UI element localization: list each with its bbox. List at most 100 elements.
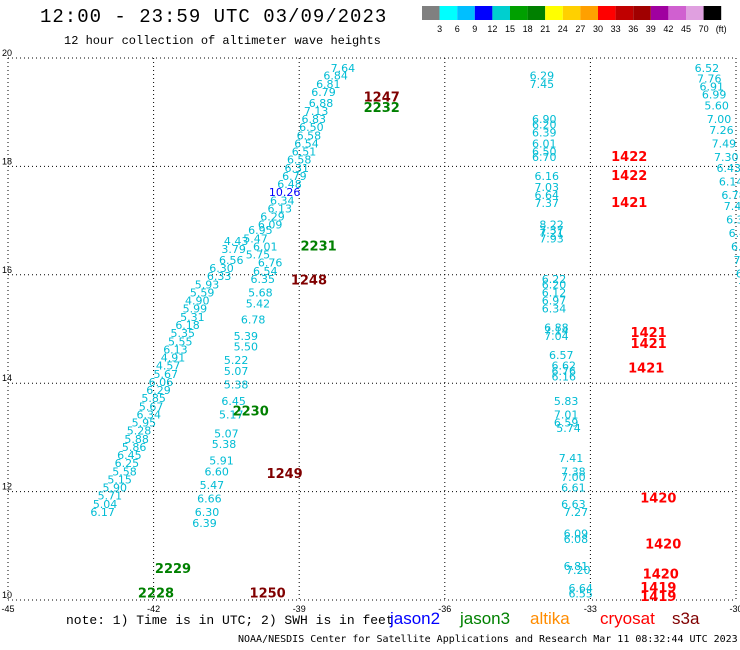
- wave-height-value: 5.67: [153, 368, 178, 381]
- pass-time-label: 1421: [631, 326, 667, 341]
- wave-height-value: 5.07: [224, 365, 249, 378]
- scale-label: 15: [505, 24, 515, 34]
- pass-time-label: 2232: [364, 101, 400, 116]
- wave-height-value: 5.28: [127, 425, 152, 438]
- wave-height-value: 6.29: [146, 384, 171, 397]
- wave-height-value: 4.43: [224, 235, 249, 248]
- wave-height-value: 6.48: [277, 178, 302, 191]
- wave-height-value: 5.95: [132, 417, 157, 430]
- wave-height-value: 6.45: [117, 449, 142, 462]
- wave-height-value: 6.99: [702, 89, 727, 102]
- wave-height-value: 6.79: [282, 170, 307, 183]
- scale-label: 27: [575, 24, 585, 34]
- wave-height-value: 7.93: [539, 232, 564, 245]
- wave-height-value: 7.38: [561, 465, 586, 478]
- footnote: note: 1) Time is in UTC; 2) SWH is in fe…: [66, 613, 394, 628]
- wave-height-value: 6.76: [551, 365, 576, 378]
- scale-swatch: [545, 6, 563, 20]
- pass-time-label: 1421: [631, 337, 667, 352]
- wave-height-value: 5.93: [195, 278, 220, 291]
- pass-time-label: 2229: [155, 562, 191, 577]
- pass-time-label: 1419: [640, 581, 676, 596]
- pass-time-label: 1247: [364, 90, 400, 105]
- wave-height-value: 7.14: [544, 324, 569, 337]
- wave-height-value: 5.07: [214, 427, 239, 440]
- y-tick-label: 10: [2, 590, 12, 600]
- wave-height-value: 10.26: [269, 186, 301, 199]
- wave-height-value: 6.76: [258, 257, 283, 270]
- wave-height-value: 6.01: [253, 240, 278, 253]
- wave-height-value: 5.50: [234, 341, 259, 354]
- legend-cryosat: cryosat: [600, 609, 655, 628]
- wave-height-value: 6.54: [253, 265, 278, 278]
- pass-time-label: 1419: [640, 590, 676, 605]
- scale-swatch: [633, 6, 651, 20]
- wave-height-value: 7.41: [559, 452, 584, 465]
- wave-height-value: 5.17: [219, 408, 244, 421]
- scale-swatch: [703, 6, 722, 20]
- wave-height-value: 6.13: [268, 202, 293, 215]
- wave-height-value: 6.58: [297, 129, 322, 142]
- scale-swatch: [668, 6, 686, 20]
- wave-height-value: 7.30: [714, 151, 739, 164]
- wave-height-value: 6.54: [294, 137, 319, 150]
- wave-height-value: 5.83: [554, 395, 579, 408]
- pass-time-label: 1422: [611, 150, 647, 165]
- pass-time-label: 1421: [628, 361, 664, 376]
- x-tick-label: -39: [293, 604, 306, 614]
- scale-label: 12: [487, 24, 497, 34]
- scale-swatch: [492, 6, 510, 20]
- wave-height-value: 6.97: [542, 295, 567, 308]
- wave-height-value: 7.01: [554, 408, 579, 421]
- pass-time-label: 1420: [640, 491, 676, 506]
- wave-height-value: 5.31: [180, 311, 205, 324]
- wave-height-value: 6.13: [163, 343, 188, 356]
- wave-height-value: 6.20: [542, 278, 567, 291]
- legend-jason2: jason2: [390, 609, 441, 628]
- scale-label: 21: [540, 24, 550, 34]
- legend-jason3: jason3: [460, 609, 511, 628]
- wave-height-value: 5.90: [103, 482, 128, 495]
- y-tick-label: 14: [2, 373, 12, 383]
- wave-height-value: 5.38: [212, 438, 237, 451]
- wave-height-value: 6.35: [251, 273, 276, 286]
- scale-swatch: [510, 6, 528, 20]
- legend-altika: altika: [530, 609, 570, 628]
- wave-height-value: 5.15: [107, 473, 132, 486]
- wave-height-value: 5.59: [190, 286, 215, 299]
- wave-height-value: 7.79: [738, 281, 740, 294]
- wave-height-value: 6.91: [699, 81, 724, 94]
- wave-height-value: 5.60: [704, 99, 729, 112]
- wave-height-value: 6.12: [542, 286, 567, 299]
- wave-height-value: 3.79: [221, 243, 246, 256]
- scale-swatch: [615, 6, 634, 20]
- scale-label: 9: [472, 24, 477, 34]
- wave-height-value: 5.85: [141, 392, 166, 405]
- wave-height-value: 5.88: [124, 433, 149, 446]
- pass-time-label: 2231: [301, 239, 337, 254]
- wave-height-value: 6.64: [534, 189, 559, 202]
- wave-height-value: 7.27: [564, 506, 589, 519]
- wave-height-value: 6.16: [534, 170, 559, 183]
- x-tick-label: -36: [438, 604, 451, 614]
- wave-height-value: 6.52: [695, 62, 720, 75]
- pass-time-label: 1420: [645, 538, 681, 553]
- scale-label: 36: [628, 24, 638, 34]
- pass-time-label: 2230: [233, 405, 269, 420]
- wave-height-value: 6.22: [542, 273, 567, 286]
- wave-height-value: 6.89: [731, 240, 740, 253]
- wave-height-value: 6.57: [549, 349, 574, 362]
- wave-height-value: 6.43: [716, 162, 740, 175]
- wave-height-value: 7.49: [712, 137, 737, 150]
- scale-swatch: [598, 6, 616, 20]
- pass-time-label: 1250: [250, 586, 286, 601]
- wave-height-value: 7.89: [733, 254, 740, 267]
- scale-swatch: [650, 6, 669, 20]
- wave-height-value: 5.47: [200, 479, 225, 492]
- wave-height-value: 6.14: [719, 175, 740, 188]
- wave-height-value: 5.68: [248, 286, 273, 299]
- wave-height-value: 5.35: [170, 327, 195, 340]
- pass-time-label: 1422: [611, 169, 647, 184]
- legend-s3a: s3a: [672, 609, 700, 628]
